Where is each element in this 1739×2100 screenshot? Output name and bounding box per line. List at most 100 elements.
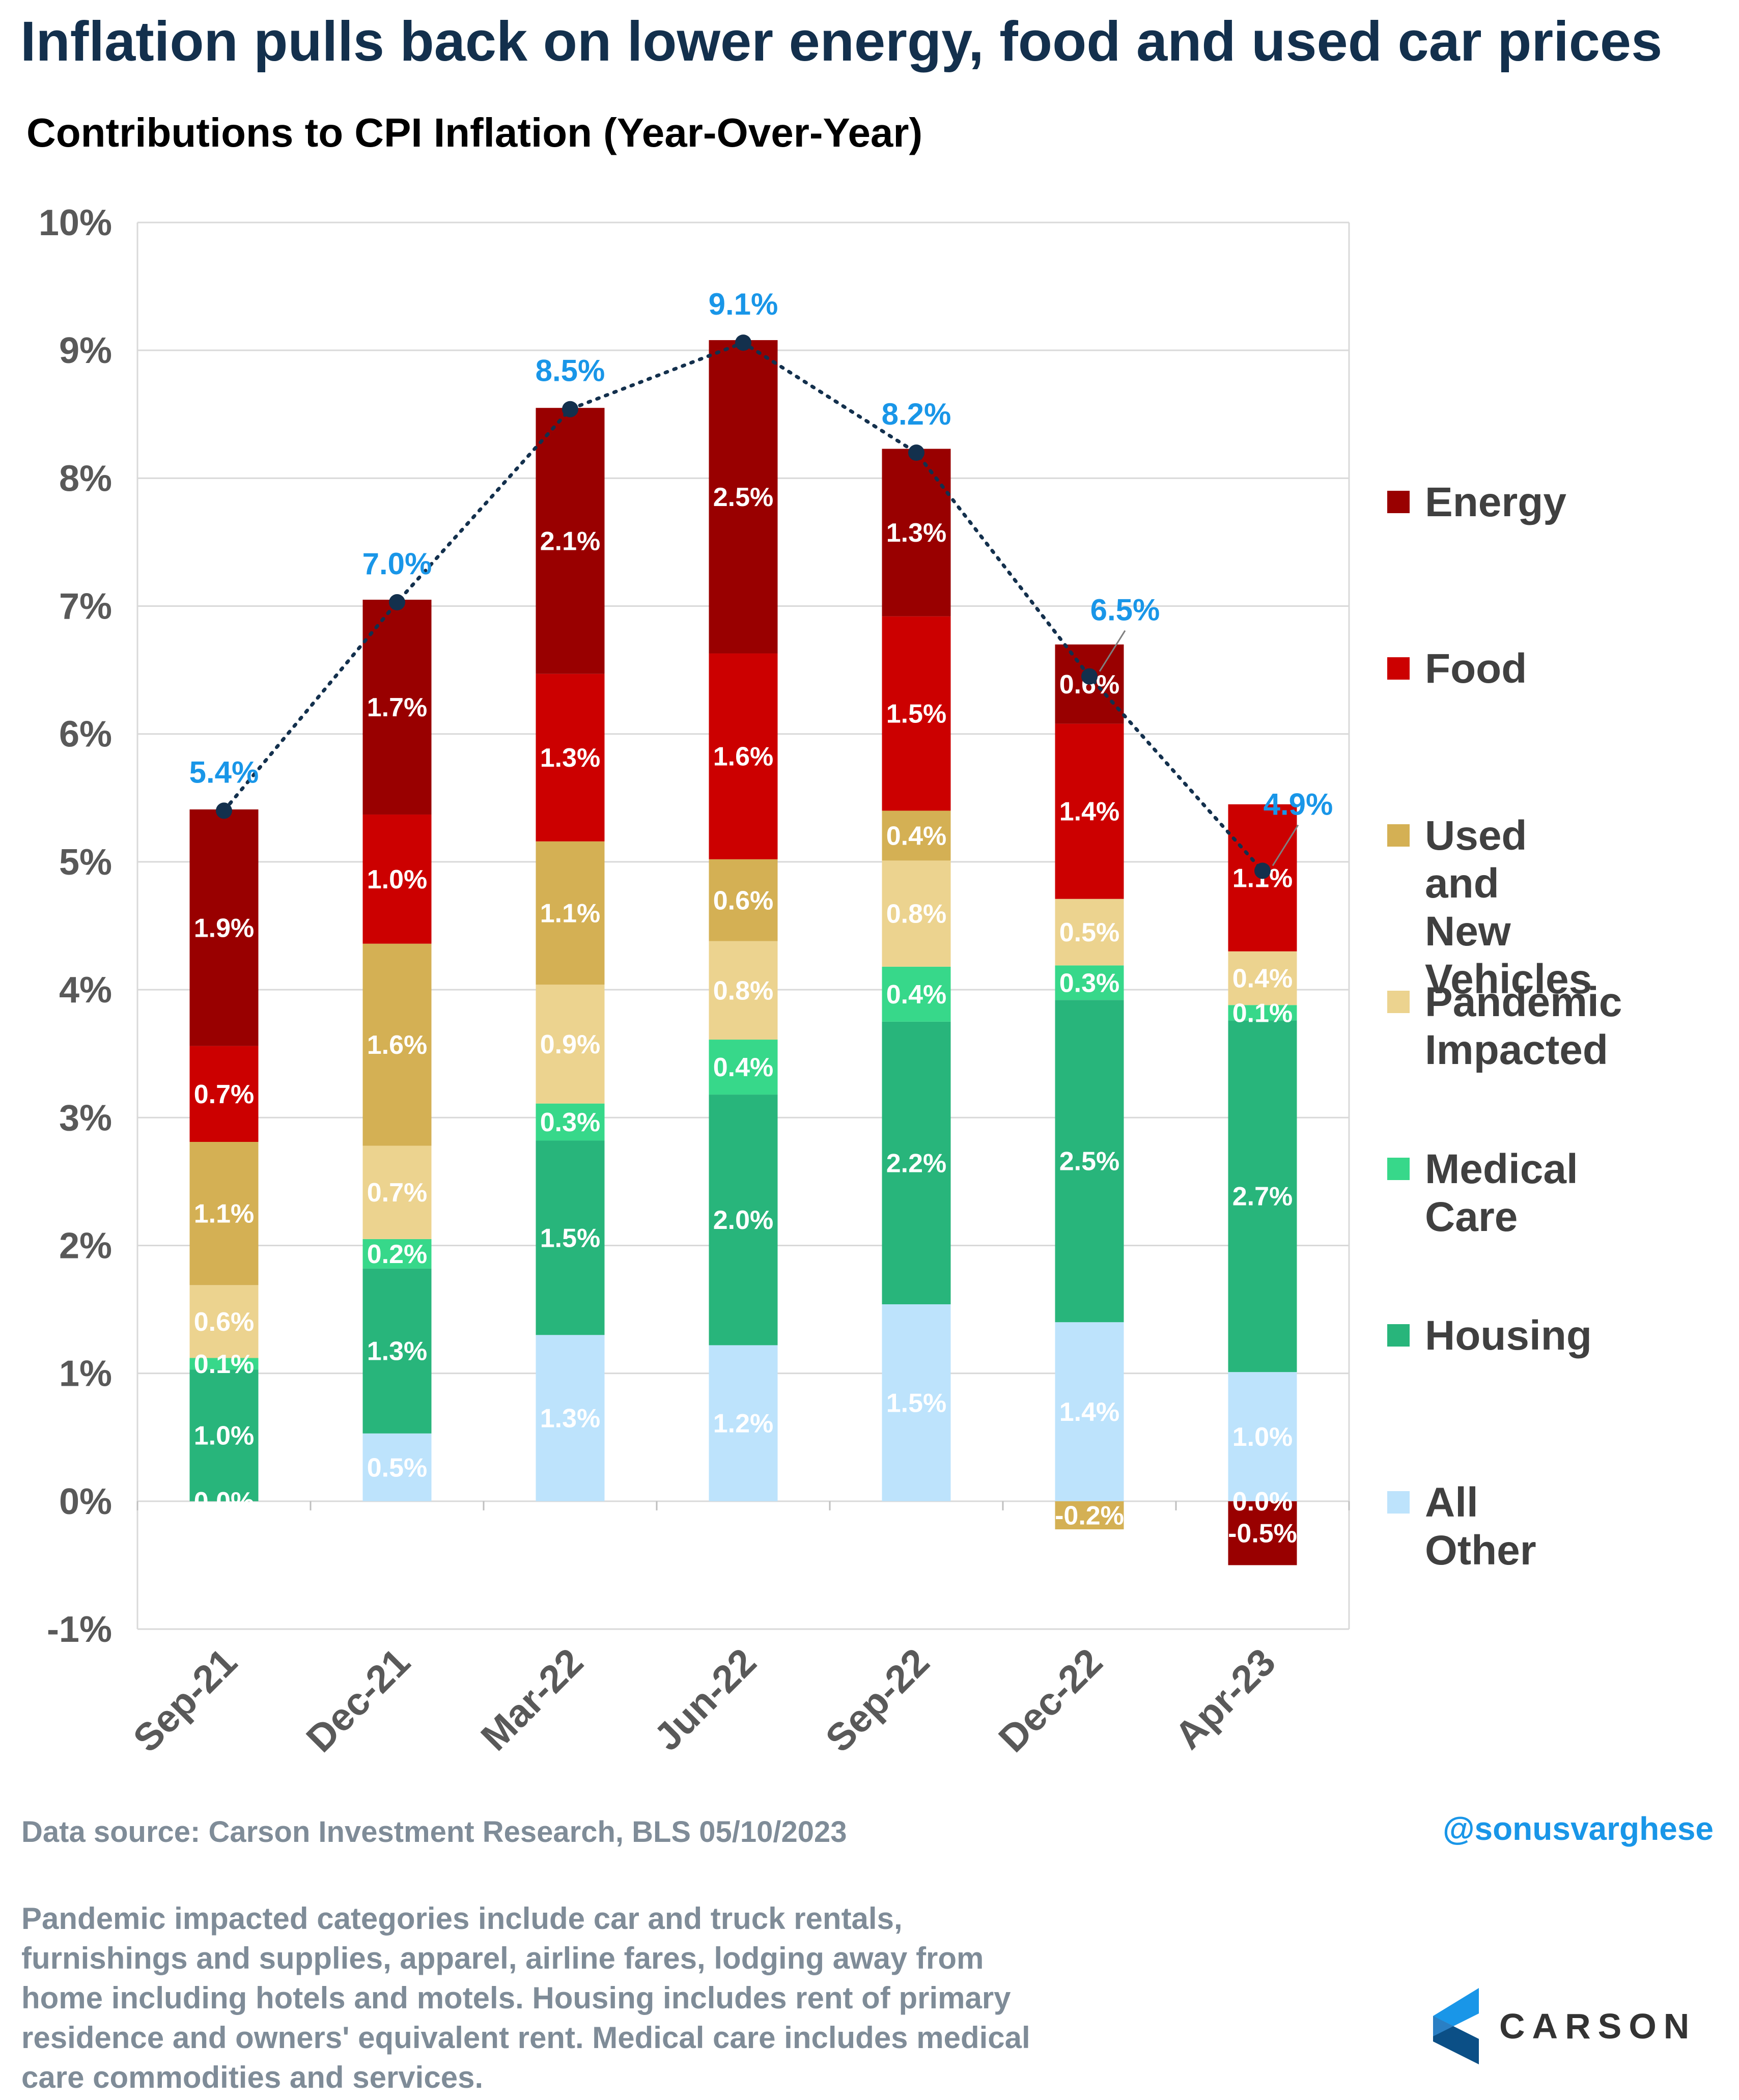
bar-segment-energy [362, 599, 432, 815]
legend-item-housing: Housing [1387, 1312, 1592, 1360]
data-label: 1.1% [194, 1199, 255, 1229]
legend-item-food: Food [1387, 645, 1527, 693]
carson-logo: CARSON [1433, 1988, 1696, 2064]
bar-segment-pandemic-impacted [189, 1285, 259, 1358]
data-label: 0.4% [886, 821, 947, 851]
legend-swatch [1387, 1324, 1410, 1347]
data-label: 1.3% [540, 1404, 601, 1434]
bar-segment-housing [882, 1021, 951, 1304]
legend-item-energy: Energy [1387, 479, 1566, 526]
data-label: 1.5% [886, 699, 947, 729]
x-tick-label: Apr-23 [1167, 1640, 1284, 1757]
data-label: 0.5% [367, 1453, 428, 1482]
bar-segment-food [882, 616, 951, 811]
legend-item-medical-care: Medical Care [1387, 1145, 1578, 1241]
y-tick-label: 2% [59, 1225, 112, 1266]
legend-swatch [1387, 1158, 1410, 1180]
legend-label: Medical Care [1425, 1146, 1578, 1240]
label-leader-line [1099, 630, 1126, 672]
data-label: 0.7% [367, 1178, 428, 1208]
bar-segment-pandemic-impacted [709, 941, 778, 1040]
data-label: 0.2% [367, 1240, 428, 1269]
total-marker [216, 802, 232, 819]
label-leader-line [1272, 824, 1299, 866]
bar-segment-all-other [362, 1433, 432, 1501]
chart-title: Inflation pulls back on lower energy, fo… [20, 10, 1663, 73]
total-marker [908, 444, 924, 461]
data-label: 0.4% [1232, 964, 1293, 993]
bar-segment-used-and-new-vehicles [536, 841, 605, 985]
data-label: 2.7% [1232, 1182, 1293, 1212]
data-label: 0.1% [1232, 998, 1293, 1028]
bar-segment-pandemic-impacted [362, 1145, 432, 1239]
total-marker [735, 334, 751, 351]
legend-swatch [1387, 991, 1410, 1013]
legend-swatch [1387, 657, 1410, 680]
legend-swatch [1387, 1491, 1410, 1514]
bar-segment-all-other [536, 1335, 605, 1501]
data-label: 0.6% [713, 886, 774, 915]
data-label: 2.5% [713, 483, 774, 512]
data-label: 1.4% [1059, 797, 1120, 827]
total-label: 6.5% [1090, 593, 1160, 627]
bar-segment-medical-care [882, 966, 951, 1022]
y-tick-label: 5% [59, 842, 112, 883]
y-tick-label: 1% [59, 1354, 112, 1394]
total-label: 8.2% [882, 397, 951, 431]
data-label: 1.3% [540, 743, 601, 773]
legend-item-used-and-new-vehicles: Used and New Vehicles [1387, 812, 1592, 1003]
bar-segment-food [189, 1046, 259, 1142]
data-label: 0.4% [713, 1053, 774, 1082]
y-tick-label: 6% [59, 714, 112, 755]
bar-segment-housing [1228, 1020, 1297, 1373]
data-label: 0.8% [713, 976, 774, 1005]
data-label: 1.0% [1232, 1422, 1293, 1452]
data-label: 1.3% [367, 1337, 428, 1366]
bar-segment-energy [1228, 1501, 1297, 1565]
x-tick-label: Sep-21 [125, 1640, 245, 1760]
bar-segment-housing [709, 1095, 778, 1346]
total-label: 7.0% [362, 547, 432, 581]
y-tick-label: -1% [47, 1609, 112, 1650]
bar-segment-housing [1055, 1000, 1124, 1323]
bar-segment-all-other [1055, 1322, 1124, 1501]
bar-segment-medical-care [189, 1358, 259, 1370]
bar-segment-medical-care [1228, 1005, 1297, 1021]
bar-segment-housing [189, 1369, 259, 1501]
data-label: 0.8% [886, 900, 947, 929]
data-label: 1.3% [886, 518, 947, 548]
legend-label: Pandemic Impacted [1425, 979, 1622, 1073]
y-tick-label: 4% [59, 970, 112, 1011]
x-tick-label: Sep-22 [818, 1640, 938, 1760]
legend-swatch [1387, 491, 1410, 513]
data-label: 0.1% [194, 1350, 255, 1379]
bar-segment-housing [362, 1268, 432, 1434]
legend-item-pandemic-impacted: Pandemic Impacted [1387, 978, 1622, 1074]
y-tick-label: 9% [59, 330, 112, 371]
data-label: 1.2% [713, 1409, 774, 1439]
data-label: 2.5% [1059, 1147, 1120, 1177]
bar-segment-used-and-new-vehicles [362, 943, 432, 1146]
data-label: -0.2% [1055, 1501, 1124, 1530]
data-label: 2.0% [713, 1206, 774, 1235]
legend-label: All Other [1425, 1479, 1536, 1574]
data-label: 0.4% [886, 980, 947, 1010]
data-label: 1.9% [194, 913, 255, 943]
bar-segment-housing [536, 1140, 605, 1335]
author-handle[interactable]: @sonusvarghese [1443, 1810, 1714, 1847]
footnote: Pandemic impacted categories include car… [21, 1901, 1030, 2094]
data-label: 0.0% [1232, 1487, 1293, 1517]
legend-label: Food [1425, 646, 1527, 692]
data-label: 1.7% [367, 693, 428, 722]
legend-label: Used and New Vehicles [1425, 813, 1592, 1002]
bar-segment-all-other [1228, 1372, 1297, 1501]
total-marker [1081, 668, 1098, 685]
x-tick-label: Dec-22 [991, 1640, 1111, 1760]
chart-subtitle: Contributions to CPI Inflation (Year-Ove… [26, 110, 923, 155]
total-label: 4.9% [1264, 787, 1333, 821]
bar-segment-medical-care [709, 1040, 778, 1095]
total-label: 9.1% [709, 287, 778, 321]
total-marker [389, 594, 405, 611]
bar-segment-pandemic-impacted [882, 860, 951, 967]
data-label: 0.3% [1059, 968, 1120, 998]
